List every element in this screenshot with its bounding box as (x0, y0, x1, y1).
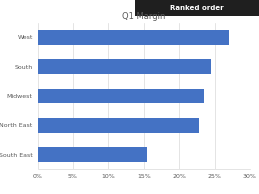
Title: Q1 Margin: Q1 Margin (122, 12, 166, 21)
Bar (38, 30, 229, 45)
Bar (38, 59, 211, 74)
Text: Ranked order: Ranked order (170, 5, 224, 11)
Bar (38, 89, 204, 103)
Bar (38, 118, 199, 133)
Bar (38, 147, 147, 162)
